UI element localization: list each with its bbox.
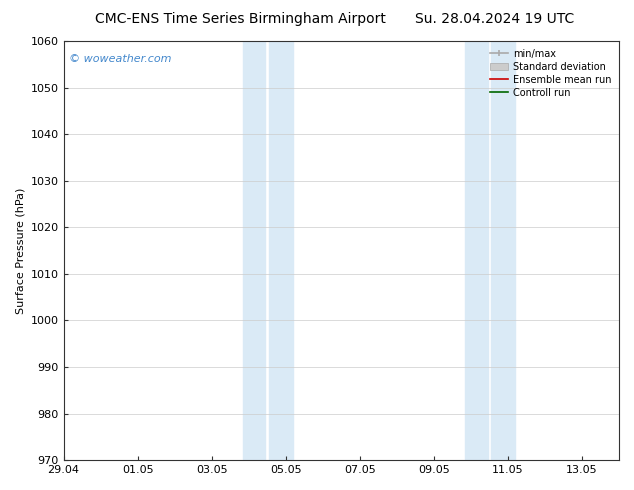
Legend: min/max, Standard deviation, Ensemble mean run, Controll run: min/max, Standard deviation, Ensemble me… xyxy=(488,46,614,100)
Bar xyxy=(491,41,515,460)
Y-axis label: Surface Pressure (hPa): Surface Pressure (hPa) xyxy=(15,187,25,314)
Text: Su. 28.04.2024 19 UTC: Su. 28.04.2024 19 UTC xyxy=(415,12,574,26)
Bar xyxy=(269,41,293,460)
Bar xyxy=(465,41,488,460)
Bar xyxy=(243,41,266,460)
Text: © woweather.com: © woweather.com xyxy=(69,53,172,64)
Text: CMC-ENS Time Series Birmingham Airport: CMC-ENS Time Series Birmingham Airport xyxy=(96,12,386,26)
